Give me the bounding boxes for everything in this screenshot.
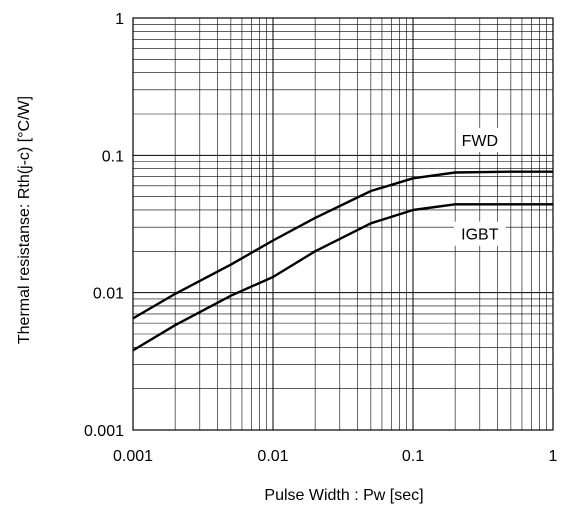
series-label-fwd: FWD bbox=[462, 133, 498, 150]
y-tick-label: 0.1 bbox=[102, 148, 124, 165]
series-lines bbox=[132, 170, 553, 352]
x-tick-label: 1 bbox=[549, 448, 558, 465]
series-labels: FWD IGBT bbox=[453, 128, 506, 246]
y-tick-label: 0.001 bbox=[84, 423, 124, 440]
series-label-bg bbox=[458, 128, 501, 153]
y-tick-label: 0.01 bbox=[93, 286, 124, 303]
x-tick-label: 0.1 bbox=[402, 448, 424, 465]
x-axis-label: Pulse Width : Pw [sec] bbox=[264, 487, 423, 504]
x-tick-label: 0.001 bbox=[113, 448, 153, 465]
tick-labels: 0.001 0.01 0.1 1 0.001 0.01 0.1 1 bbox=[84, 11, 558, 465]
series-label-bg bbox=[453, 221, 506, 246]
plot-frame bbox=[132, 17, 554, 431]
y-tick-label: 1 bbox=[115, 11, 124, 28]
x-tick-label: 0.01 bbox=[257, 448, 288, 465]
series-line-igbt bbox=[132, 203, 553, 352]
series-label-igbt: IGBT bbox=[461, 227, 499, 244]
series-line-fwd bbox=[132, 170, 553, 320]
y-axis-label: Thermal resistanse: Rth(j-c) [°C/W] bbox=[16, 96, 33, 344]
grid bbox=[133, 18, 553, 430]
